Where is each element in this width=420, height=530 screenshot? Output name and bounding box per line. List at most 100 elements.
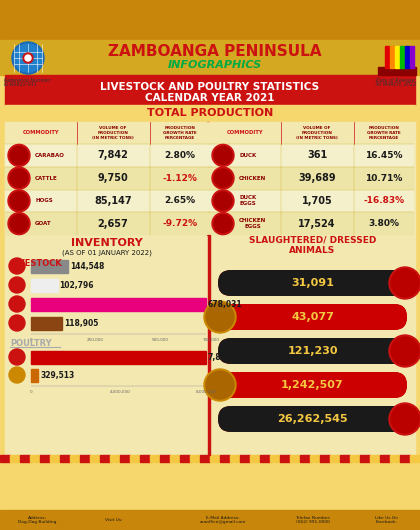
Bar (220, 455, 230, 462)
Bar (170, 0, 180, 10)
Bar (330, 0, 340, 10)
Bar (130, 10, 140, 20)
Bar (320, 30, 330, 40)
Bar (310, 0, 320, 10)
Bar (0, 10, 10, 20)
Text: 43,077: 43,077 (291, 312, 334, 322)
Text: 16.45%: 16.45% (365, 151, 403, 160)
Circle shape (389, 403, 420, 435)
Bar (5, 212, 210, 235)
Bar (50, 30, 60, 40)
Bar (170, 10, 180, 20)
Bar (340, 0, 350, 10)
Bar (250, 20, 260, 30)
Circle shape (23, 53, 33, 63)
Bar (360, 20, 370, 30)
Text: 26,262,545: 26,262,545 (277, 414, 348, 424)
Bar (270, 20, 280, 30)
Text: Visit Us:: Visit Us: (105, 518, 123, 522)
Text: 700,000: 700,000 (203, 338, 220, 342)
Circle shape (212, 190, 234, 212)
Bar (230, 455, 240, 462)
Bar (80, 455, 90, 462)
Bar (40, 10, 50, 20)
Bar (190, 455, 200, 462)
Bar (385, 46, 389, 68)
Bar (120, 10, 130, 20)
Circle shape (9, 277, 25, 293)
Bar (10, 30, 20, 40)
Bar (140, 455, 150, 462)
Bar (10, 455, 20, 462)
Bar (230, 10, 240, 20)
FancyBboxPatch shape (218, 372, 407, 398)
Bar (110, 30, 120, 40)
Text: TOTAL PRODUCTION: TOTAL PRODUCTION (147, 108, 273, 118)
FancyBboxPatch shape (234, 372, 407, 398)
Bar (400, 46, 404, 68)
Bar (350, 30, 360, 40)
Text: POULTRY: POULTRY (10, 340, 52, 349)
Circle shape (8, 167, 30, 189)
Bar (10, 0, 20, 10)
Bar (90, 20, 100, 30)
Bar (400, 0, 410, 10)
Bar (270, 455, 280, 462)
Circle shape (25, 55, 31, 61)
Bar (31, 351, 206, 364)
Text: 10.71%: 10.71% (365, 174, 403, 183)
Text: 7,842: 7,842 (97, 151, 129, 161)
Bar (260, 0, 270, 10)
Bar (100, 0, 110, 10)
Bar (31, 369, 38, 382)
Circle shape (391, 405, 419, 433)
Bar (31, 279, 58, 292)
Bar (290, 20, 300, 30)
Text: PRODUCTION
GROWTH RATE
PERCENTAGE: PRODUCTION GROWTH RATE PERCENTAGE (163, 126, 197, 139)
Bar (210, 20, 220, 30)
Bar (40, 455, 50, 462)
Circle shape (204, 369, 236, 401)
Bar (260, 20, 270, 30)
Bar (120, 455, 130, 462)
Bar (310, 455, 320, 462)
Bar (310, 10, 320, 20)
Bar (320, 455, 330, 462)
Bar (280, 20, 290, 30)
FancyBboxPatch shape (234, 304, 407, 330)
Text: CARABAO: CARABAO (35, 153, 65, 158)
Bar (400, 10, 410, 20)
Text: (AS OF 01 JANUARY 2022): (AS OF 01 JANUARY 2022) (62, 250, 152, 256)
Bar (320, 0, 330, 10)
Bar (0, 40, 420, 75)
Bar (220, 30, 230, 40)
Bar (60, 455, 70, 462)
Bar (310, 20, 320, 30)
Bar (100, 455, 110, 462)
Text: 250,000: 250,000 (87, 338, 104, 342)
Bar (30, 10, 40, 20)
Circle shape (391, 269, 419, 297)
Bar (90, 0, 100, 10)
Bar (190, 10, 200, 20)
Bar (190, 0, 200, 10)
Bar (60, 20, 70, 30)
Bar (290, 30, 300, 40)
Text: ZAMBOANGA PENINSULA: ZAMBOANGA PENINSULA (108, 43, 322, 58)
Bar (160, 20, 170, 30)
Text: CATTLE: CATTLE (35, 175, 58, 181)
Text: 1,242,507: 1,242,507 (281, 380, 344, 390)
Bar (110, 10, 120, 20)
Circle shape (14, 44, 42, 72)
Text: 31,091: 31,091 (291, 278, 334, 288)
Circle shape (214, 146, 232, 164)
Bar (50, 455, 60, 462)
Bar (50, 0, 60, 10)
Bar (250, 0, 260, 10)
Bar (140, 0, 150, 10)
Bar (70, 30, 80, 40)
Bar (260, 30, 270, 40)
Circle shape (214, 215, 232, 233)
Bar (390, 46, 394, 68)
Bar (340, 30, 350, 40)
